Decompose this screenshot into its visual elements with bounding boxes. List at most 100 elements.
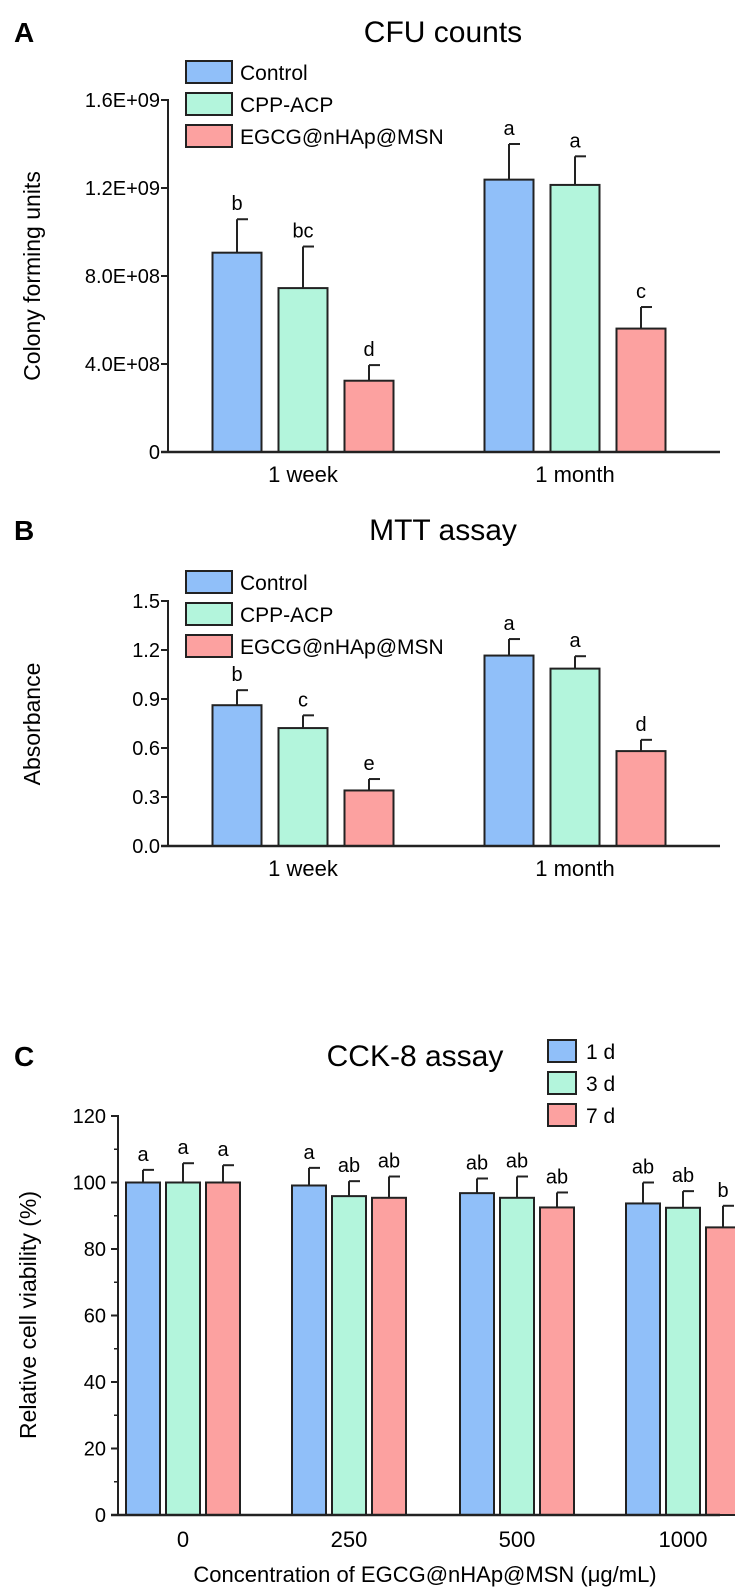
legend-swatch	[185, 60, 233, 84]
significance-letter: c	[298, 689, 308, 711]
y-axis-label: Colony forming units	[19, 171, 45, 381]
bar	[211, 251, 263, 453]
bar	[331, 1195, 367, 1516]
x-tick-label: 250	[331, 1527, 368, 1552]
legend-label: CPP-ACP	[240, 94, 333, 117]
significance-letter: e	[363, 753, 374, 775]
bar	[549, 667, 601, 847]
y-tick-label: 120	[73, 1106, 106, 1128]
significance-letter: ab	[466, 1153, 488, 1175]
y-tick-label: 8.0E+08	[85, 266, 160, 288]
bar	[549, 183, 601, 453]
bar	[539, 1206, 575, 1516]
x-tick-label: 500	[499, 1527, 536, 1552]
y-tick-label: 0.9	[132, 689, 160, 711]
significance-letter: ab	[378, 1151, 400, 1173]
y-tick-label: 1.5	[132, 591, 160, 613]
bar	[205, 1181, 241, 1516]
bar	[165, 1181, 201, 1516]
chart-panel-c: C CCK-8 assay Relative cell viability (%) C…	[14, 1039, 735, 1587]
panel-letter: B	[14, 515, 34, 546]
bar	[483, 654, 535, 848]
x-tick-label: 0	[177, 1527, 189, 1552]
bar	[371, 1196, 407, 1517]
y-tick-label: 1.2	[132, 640, 160, 662]
significance-letter: a	[217, 1139, 229, 1161]
significance-letter: b	[231, 664, 242, 686]
legend-label: EGCG@nHAp@MSN	[240, 636, 444, 659]
bar	[125, 1181, 161, 1516]
legend-swatch	[185, 634, 233, 658]
legend-label: EGCG@nHAp@MSN	[240, 126, 444, 149]
panel-letter: C	[14, 1041, 34, 1072]
significance-letter: d	[635, 714, 646, 736]
significance-letter: b	[717, 1180, 728, 1202]
x-tick-label: 1 week	[268, 856, 339, 881]
significance-letter: ab	[546, 1166, 568, 1188]
legend-label: 3 d	[586, 1073, 615, 1096]
y-axis-label: Relative cell viability (%)	[15, 1191, 41, 1439]
significance-letter: a	[569, 630, 581, 652]
legend-swatch	[185, 570, 233, 594]
bar	[615, 750, 667, 847]
bar	[615, 327, 667, 453]
y-tick-label: 0.6	[132, 738, 160, 760]
y-tick-label: 0	[149, 442, 160, 464]
bar	[343, 379, 395, 453]
y-tick-label: 0.3	[132, 787, 160, 809]
bar	[499, 1196, 535, 1517]
y-axis-label: Absorbance	[19, 663, 45, 786]
y-tick-label: 20	[84, 1439, 106, 1461]
legend-swatch	[547, 1039, 577, 1063]
y-tick-label: 0.0	[132, 836, 160, 858]
x-tick-label: 1 month	[535, 856, 615, 881]
legend-label: CPP-ACP	[240, 604, 333, 627]
chart-panel-b: B MTT assay Absorbance b a Control c a CPP-ACP e d…	[14, 514, 720, 881]
y-tick-label: 80	[84, 1239, 106, 1261]
significance-letter: a	[137, 1144, 149, 1166]
y-tick-label: 0	[95, 1505, 106, 1527]
legend-label: 7 d	[586, 1105, 615, 1128]
bar	[277, 727, 329, 847]
significance-letter: ab	[338, 1155, 360, 1177]
significance-letter: ab	[632, 1157, 654, 1179]
y-tick-label: 1.6E+09	[85, 90, 160, 112]
significance-letter: ab	[672, 1165, 694, 1187]
panel-letter: A	[14, 17, 34, 48]
significance-letter: a	[177, 1137, 189, 1159]
legend-swatch	[185, 92, 233, 116]
y-tick-label: 40	[84, 1372, 106, 1394]
legend-swatch	[547, 1071, 577, 1095]
significance-letter: ab	[506, 1151, 528, 1173]
bar	[705, 1226, 735, 1516]
legend-label: Control	[240, 572, 308, 595]
bar	[459, 1192, 495, 1516]
legend-swatch	[185, 124, 233, 148]
significance-letter: bc	[292, 221, 313, 243]
significance-letter: a	[303, 1142, 315, 1164]
significance-letter: a	[569, 130, 581, 152]
bar	[211, 704, 263, 847]
chart-title: CCK-8 assay	[327, 1040, 504, 1073]
x-tick-label: 1 month	[535, 462, 615, 487]
significance-letter: d	[363, 339, 374, 361]
significance-letter: a	[503, 118, 515, 140]
bar	[483, 178, 535, 453]
chart-title: MTT assay	[369, 514, 517, 547]
bar	[343, 789, 395, 848]
y-tick-label: 4.0E+08	[85, 354, 160, 376]
chart-panel-a: A CFU counts Colony forming units b a Control…	[14, 16, 720, 487]
bar	[625, 1202, 661, 1516]
legend-swatch	[547, 1103, 577, 1127]
y-tick-label: 100	[73, 1173, 106, 1195]
y-tick-label: 1.2E+09	[85, 178, 160, 200]
significance-letter: b	[231, 193, 242, 215]
legend-label: Control	[240, 62, 308, 85]
x-tick-label: 1000	[659, 1527, 708, 1552]
legend-swatch	[185, 602, 233, 626]
significance-letter: c	[636, 281, 646, 303]
bar	[291, 1184, 327, 1517]
y-tick-label: 60	[84, 1306, 106, 1328]
bar	[665, 1206, 701, 1517]
